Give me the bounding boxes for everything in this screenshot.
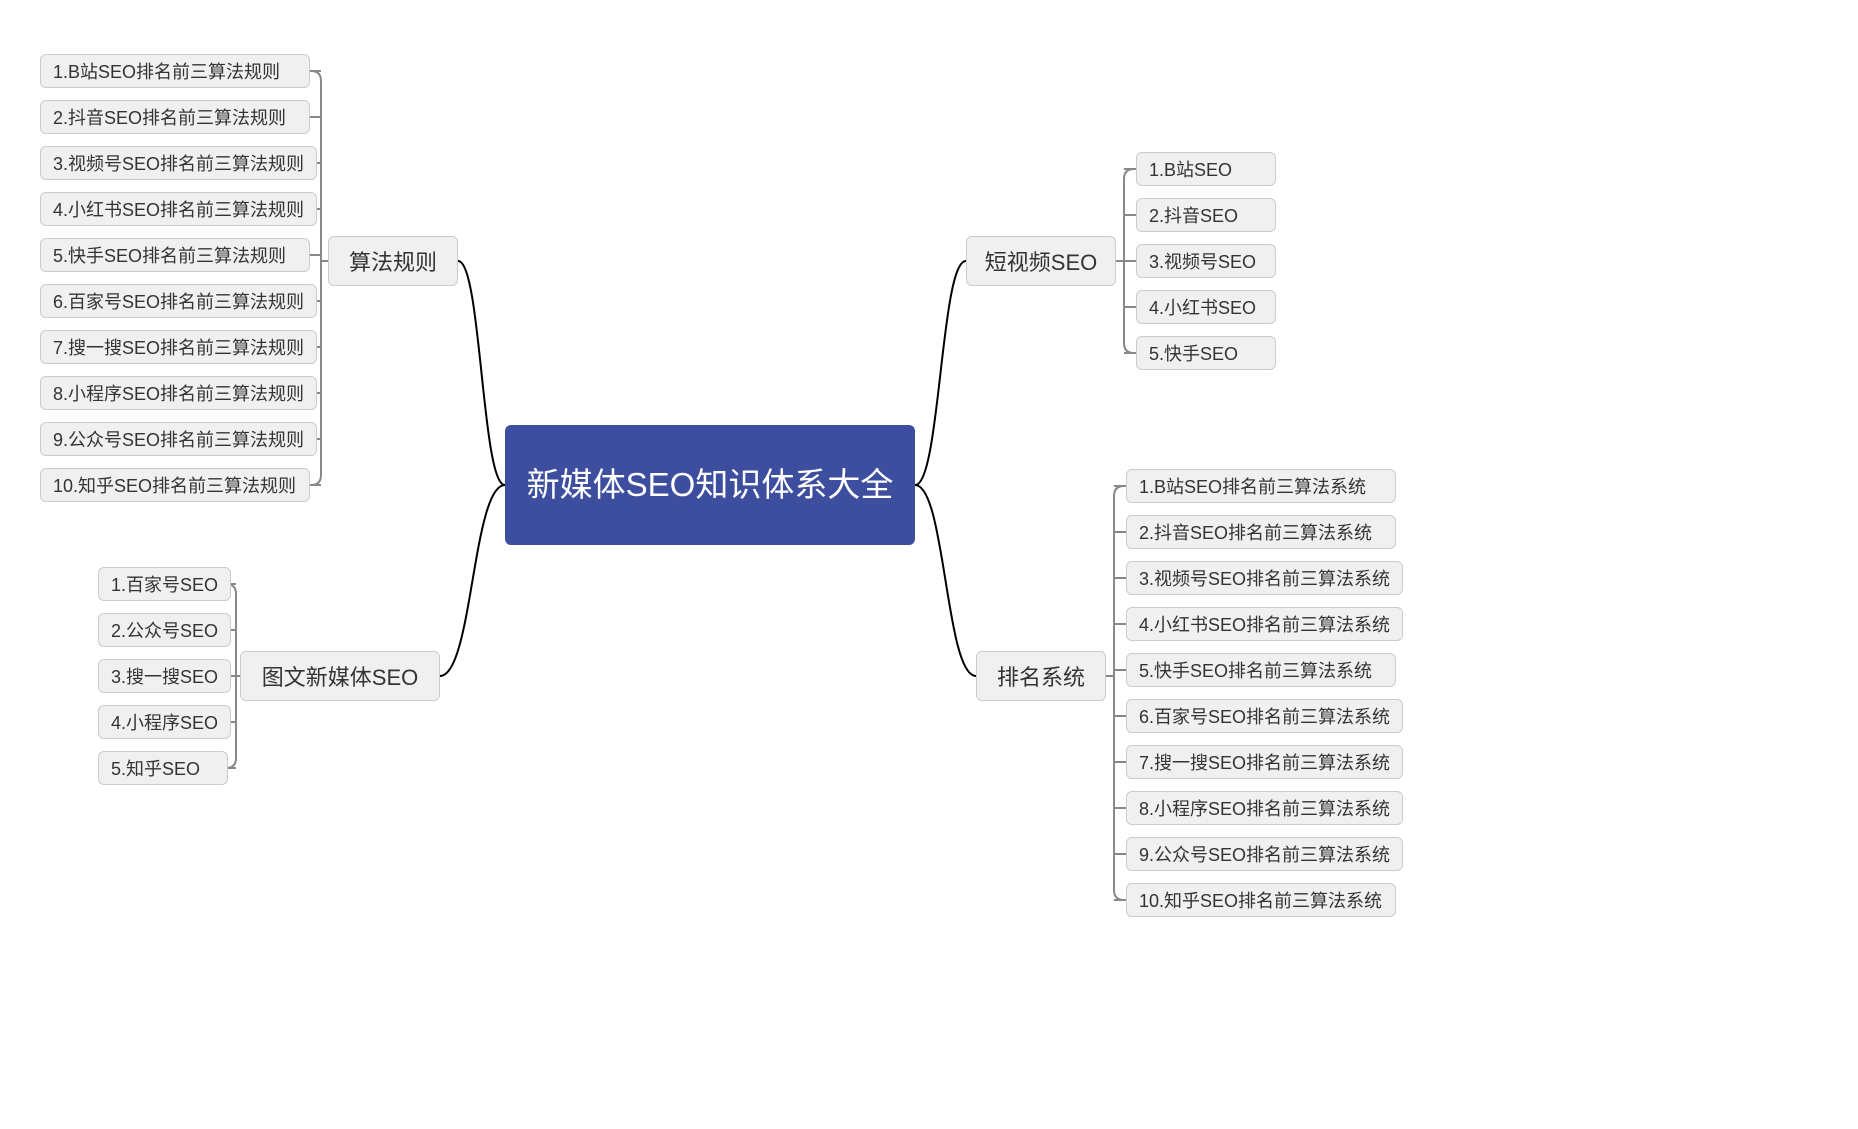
leaf-label: 6.百家号SEO排名前三算法系统: [1139, 703, 1390, 729]
leaf-label: 6.百家号SEO排名前三算法规则: [53, 288, 304, 314]
leaf-node: 1.B站SEO: [1136, 152, 1276, 186]
branch-node-algo-rules: 算法规则: [328, 236, 458, 286]
leaf-node: 3.视频号SEO排名前三算法规则: [40, 146, 317, 180]
leaf-node: 10.知乎SEO排名前三算法系统: [1126, 883, 1396, 917]
leaf-node: 9.公众号SEO排名前三算法规则: [40, 422, 317, 456]
leaf-node: 8.小程序SEO排名前三算法规则: [40, 376, 317, 410]
leaf-node: 9.公众号SEO排名前三算法系统: [1126, 837, 1403, 871]
leaf-label: 9.公众号SEO排名前三算法规则: [53, 426, 304, 452]
leaf-label: 1.百家号SEO: [111, 571, 218, 597]
leaf-node: 3.视频号SEO排名前三算法系统: [1126, 561, 1403, 595]
leaf-label: 4.小红书SEO排名前三算法系统: [1139, 611, 1390, 637]
leaf-node: 4.小程序SEO: [98, 705, 231, 739]
leaf-node: 4.小红书SEO: [1136, 290, 1276, 324]
leaf-label: 4.小程序SEO: [111, 709, 218, 735]
branch-label: 图文新媒体SEO: [262, 660, 418, 692]
leaf-node: 6.百家号SEO排名前三算法规则: [40, 284, 317, 318]
leaf-label: 3.视频号SEO排名前三算法规则: [53, 150, 304, 176]
leaf-node: 1.百家号SEO: [98, 567, 231, 601]
leaf-node: 2.抖音SEO排名前三算法规则: [40, 100, 310, 134]
mindmap-root-node: 新媒体SEO知识体系大全: [505, 425, 915, 545]
leaf-label: 2.抖音SEO排名前三算法系统: [1139, 519, 1372, 545]
leaf-node: 5.快手SEO: [1136, 336, 1276, 370]
leaf-label: 1.B站SEO: [1149, 156, 1232, 182]
leaf-label: 5.快手SEO排名前三算法系统: [1139, 657, 1372, 683]
leaf-node: 10.知乎SEO排名前三算法规则: [40, 468, 310, 502]
leaf-label: 8.小程序SEO排名前三算法系统: [1139, 795, 1390, 821]
leaf-node: 1.B站SEO排名前三算法系统: [1126, 469, 1396, 503]
leaf-label: 4.小红书SEO: [1149, 294, 1256, 320]
leaf-label: 5.快手SEO排名前三算法规则: [53, 242, 286, 268]
leaf-label: 5.知乎SEO: [111, 755, 200, 781]
leaf-label: 2.抖音SEO排名前三算法规则: [53, 104, 286, 130]
leaf-node: 5.快手SEO排名前三算法规则: [40, 238, 310, 272]
leaf-node: 4.小红书SEO排名前三算法系统: [1126, 607, 1403, 641]
branch-node-ranking-system: 排名系统: [976, 651, 1106, 701]
leaf-node: 5.快手SEO排名前三算法系统: [1126, 653, 1396, 687]
leaf-label: 7.搜一搜SEO排名前三算法系统: [1139, 749, 1390, 775]
leaf-label: 4.小红书SEO排名前三算法规则: [53, 196, 304, 222]
branch-label: 排名系统: [997, 660, 1085, 692]
leaf-label: 3.视频号SEO: [1149, 248, 1256, 274]
leaf-node: 6.百家号SEO排名前三算法系统: [1126, 699, 1403, 733]
leaf-label: 2.抖音SEO: [1149, 202, 1238, 228]
leaf-label: 9.公众号SEO排名前三算法系统: [1139, 841, 1390, 867]
branch-label: 算法规则: [349, 245, 437, 277]
leaf-node: 7.搜一搜SEO排名前三算法规则: [40, 330, 317, 364]
branch-node-tuwen-seo: 图文新媒体SEO: [240, 651, 440, 701]
leaf-label: 3.视频号SEO排名前三算法系统: [1139, 565, 1390, 591]
leaf-label: 7.搜一搜SEO排名前三算法规则: [53, 334, 304, 360]
leaf-label: 2.公众号SEO: [111, 617, 218, 643]
leaf-label: 8.小程序SEO排名前三算法规则: [53, 380, 304, 406]
leaf-node: 4.小红书SEO排名前三算法规则: [40, 192, 317, 226]
leaf-label: 10.知乎SEO排名前三算法系统: [1139, 887, 1382, 913]
leaf-label: 3.搜一搜SEO: [111, 663, 218, 689]
leaf-label: 5.快手SEO: [1149, 340, 1238, 366]
leaf-node: 8.小程序SEO排名前三算法系统: [1126, 791, 1403, 825]
leaf-node: 2.抖音SEO: [1136, 198, 1276, 232]
branch-node-short-video-seo: 短视频SEO: [966, 236, 1116, 286]
leaf-node: 7.搜一搜SEO排名前三算法系统: [1126, 745, 1403, 779]
branch-label: 短视频SEO: [985, 245, 1097, 277]
root-label: 新媒体SEO知识体系大全: [527, 462, 894, 508]
leaf-node: 1.B站SEO排名前三算法规则: [40, 54, 310, 88]
leaf-node: 3.搜一搜SEO: [98, 659, 231, 693]
leaf-label: 1.B站SEO排名前三算法规则: [53, 58, 280, 84]
leaf-node: 2.公众号SEO: [98, 613, 231, 647]
leaf-label: 10.知乎SEO排名前三算法规则: [53, 472, 296, 498]
leaf-node: 5.知乎SEO: [98, 751, 228, 785]
leaf-node: 2.抖音SEO排名前三算法系统: [1126, 515, 1396, 549]
leaf-label: 1.B站SEO排名前三算法系统: [1139, 473, 1366, 499]
leaf-node: 3.视频号SEO: [1136, 244, 1276, 278]
